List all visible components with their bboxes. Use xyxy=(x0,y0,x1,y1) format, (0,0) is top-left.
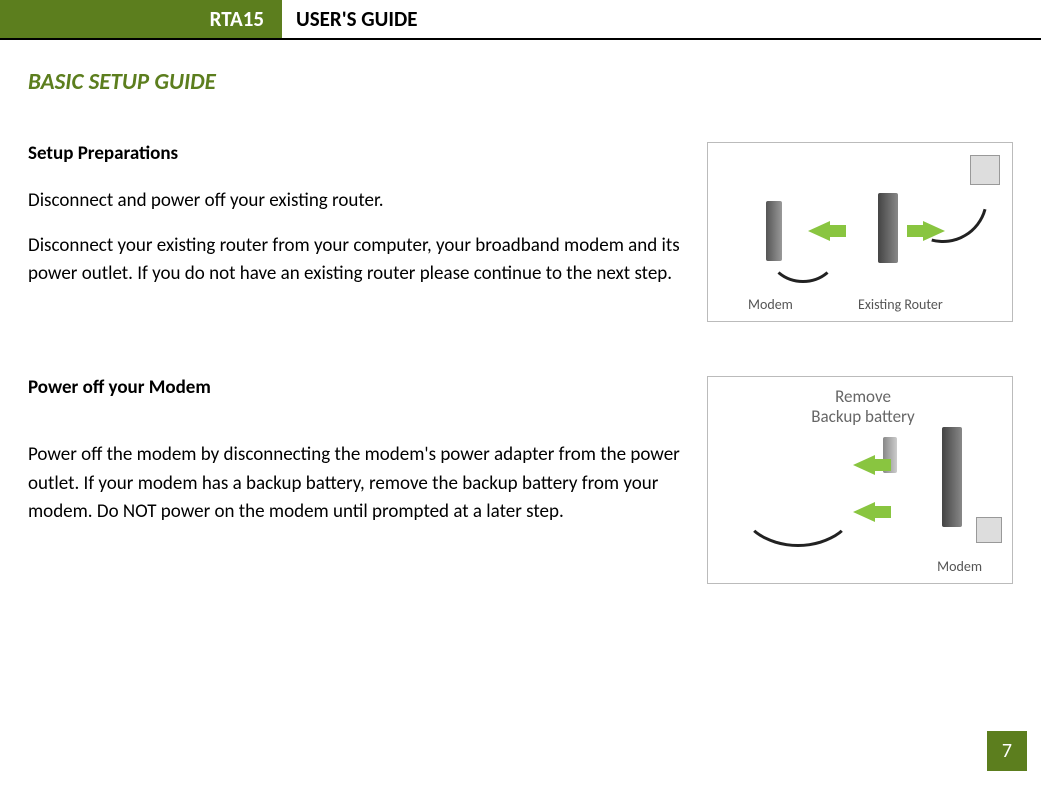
section-heading: Power off your Modem xyxy=(28,376,683,399)
cable-icon xyxy=(738,457,858,547)
figure-text-remove-battery: Remove Backup battery xyxy=(798,387,928,428)
page-title: BASIC SETUP GUIDE xyxy=(28,68,1013,96)
arrow-right-icon xyxy=(923,221,945,241)
header: RTA15 USER'S GUIDE xyxy=(0,0,1041,40)
section-text: Power off your Modem Power off the modem… xyxy=(28,376,683,584)
section-power-off-modem: Power off your Modem Power off the modem… xyxy=(28,376,1013,584)
figure-label-modem: Modem xyxy=(748,296,793,313)
arrow-left-icon xyxy=(853,455,875,475)
section-text: Setup Preparations Disconnect and power … xyxy=(28,142,683,322)
section-para: Power off the modem by disconnecting the… xyxy=(28,441,683,527)
section-para: Disconnect and power off your existing r… xyxy=(28,187,683,216)
arrow-left-icon xyxy=(808,221,830,241)
content: BASIC SETUP GUIDE Setup Preparations Dis… xyxy=(0,68,1041,584)
section-heading: Setup Preparations xyxy=(28,142,683,165)
figure-disconnect-router: Modem Existing Router xyxy=(707,142,1013,322)
figure-label-router: Existing Router xyxy=(858,296,943,313)
section-para: Disconnect your existing router from you… xyxy=(28,232,683,289)
header-title: USER'S GUIDE xyxy=(282,0,431,38)
wall-outlet-icon xyxy=(976,517,1002,543)
modem-icon xyxy=(942,427,962,527)
section-setup-preparations: Setup Preparations Disconnect and power … xyxy=(28,142,1013,322)
figure-text-line: Backup battery xyxy=(811,406,914,427)
figure-power-off-modem: Remove Backup battery Modem xyxy=(707,376,1013,584)
header-product-badge: RTA15 xyxy=(0,0,282,38)
router-icon xyxy=(878,193,898,263)
figure-text-line: Remove xyxy=(835,386,891,407)
page-number: 7 xyxy=(987,731,1027,771)
figure-label-modem: Modem xyxy=(937,558,982,575)
arrow-left-icon xyxy=(853,502,875,522)
